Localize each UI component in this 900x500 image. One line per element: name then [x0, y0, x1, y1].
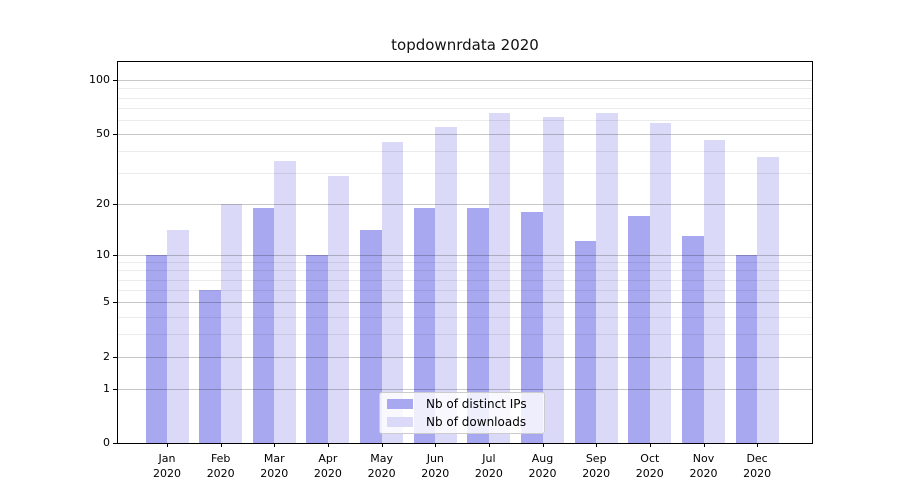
minor-gridline	[118, 262, 812, 263]
y-tick-label: 10	[96, 247, 110, 261]
x-tick-label: Jul 2020	[474, 452, 503, 480]
bar-distinct-ips	[628, 215, 650, 443]
y-tick-label: 0	[103, 436, 110, 449]
bar-distinct-ips	[252, 207, 275, 443]
x-tick-label: Apr 2020	[313, 452, 342, 480]
minor-gridline	[118, 151, 812, 153]
x-tick-mark	[435, 443, 437, 447]
y-tick-mark	[113, 133, 117, 135]
legend-label: Nb of downloads	[426, 415, 527, 429]
y-tick-label: 2	[103, 349, 110, 363]
y-tick-label: 50	[96, 126, 110, 140]
major-gridline	[118, 80, 812, 82]
bar-downloads	[596, 112, 618, 443]
bar-downloads	[381, 142, 404, 443]
y-tick-label: 100	[89, 73, 110, 87]
legend-item-distinct-ips: Nb of distinct IPs	[380, 395, 544, 413]
y-tick-mark	[113, 356, 117, 358]
bar-downloads	[649, 122, 672, 443]
minor-gridline	[118, 97, 812, 99]
major-gridline	[118, 302, 812, 304]
bar-distinct-ips	[735, 254, 758, 443]
x-tick-label: Aug 2020	[528, 452, 557, 480]
x-tick-mark	[596, 443, 598, 447]
x-tick-mark	[381, 443, 383, 447]
x-tick-mark	[649, 443, 651, 447]
bar-distinct-ips	[682, 235, 704, 443]
x-tick-label: Jan 2020	[153, 452, 181, 480]
x-tick-mark	[274, 443, 276, 447]
downloads-series-swatch	[387, 417, 413, 427]
minor-gridline	[118, 290, 812, 291]
bar-downloads	[488, 112, 511, 443]
x-tick-label: Mar 2020	[260, 452, 289, 480]
major-gridline	[118, 388, 812, 390]
x-tick-mark	[542, 443, 544, 447]
major-gridline	[118, 254, 812, 256]
y-tick-mark	[113, 388, 117, 390]
y-tick-label: 5	[103, 295, 110, 309]
x-tick-label: Feb 2020	[206, 452, 235, 480]
legend: Nb of distinct IPs Nb of downloads	[379, 392, 545, 434]
plot-area	[117, 61, 813, 444]
chart-title: topdownrdata 2020	[391, 36, 539, 54]
x-tick-label: Oct 2020	[635, 452, 664, 480]
x-tick-mark	[757, 443, 759, 447]
bar-downloads	[542, 117, 565, 443]
x-tick-label: Jun 2020	[421, 452, 450, 480]
minor-gridline	[118, 88, 812, 90]
bar-downloads	[274, 161, 296, 443]
bar-distinct-ips	[199, 290, 221, 443]
minor-gridline	[118, 316, 812, 318]
minor-gridline	[118, 107, 812, 109]
y-tick-mark	[113, 443, 117, 444]
legend-label: Nb of distinct IPs	[426, 397, 527, 411]
minor-gridline	[118, 119, 812, 121]
x-tick-mark	[220, 443, 222, 447]
bar-distinct-ips	[145, 254, 167, 443]
x-tick-mark	[703, 443, 705, 447]
bar-downloads	[220, 203, 243, 443]
bar-downloads	[167, 230, 189, 443]
bar-downloads	[435, 126, 457, 443]
bar-distinct-ips	[574, 241, 597, 443]
x-tick-mark	[167, 443, 168, 447]
major-gridline	[118, 203, 812, 205]
bar-distinct-ips	[360, 230, 382, 443]
y-tick-mark	[113, 302, 117, 304]
bar-distinct-ips	[306, 254, 328, 443]
y-tick-mark	[113, 203, 117, 205]
x-tick-label: Dec 2020	[743, 452, 772, 480]
major-gridline	[118, 356, 812, 358]
x-tick-label: May 2020	[367, 452, 396, 480]
bar-downloads	[757, 157, 779, 443]
minor-gridline	[118, 334, 812, 335]
minor-gridline	[118, 173, 812, 175]
bar-downloads	[703, 140, 725, 443]
x-tick-mark	[327, 443, 329, 447]
minor-gridline	[118, 279, 812, 281]
y-tick-mark	[113, 254, 117, 256]
y-tick-label: 20	[96, 196, 110, 210]
bar-distinct-ips	[467, 207, 489, 443]
legend-item-downloads: Nb of downloads	[380, 413, 544, 431]
y-tick-mark	[113, 80, 117, 82]
major-gridline	[118, 133, 812, 135]
x-tick-mark	[488, 443, 490, 447]
y-tick-label: 1	[103, 381, 110, 395]
x-tick-label: Nov 2020	[689, 452, 718, 480]
bar-distinct-ips	[413, 207, 436, 443]
minor-gridline	[118, 270, 812, 272]
x-tick-label: Sep 2020	[582, 452, 611, 480]
bar-distinct-ips	[521, 211, 543, 443]
ips-series-swatch	[387, 399, 413, 409]
bar-downloads	[327, 175, 350, 443]
